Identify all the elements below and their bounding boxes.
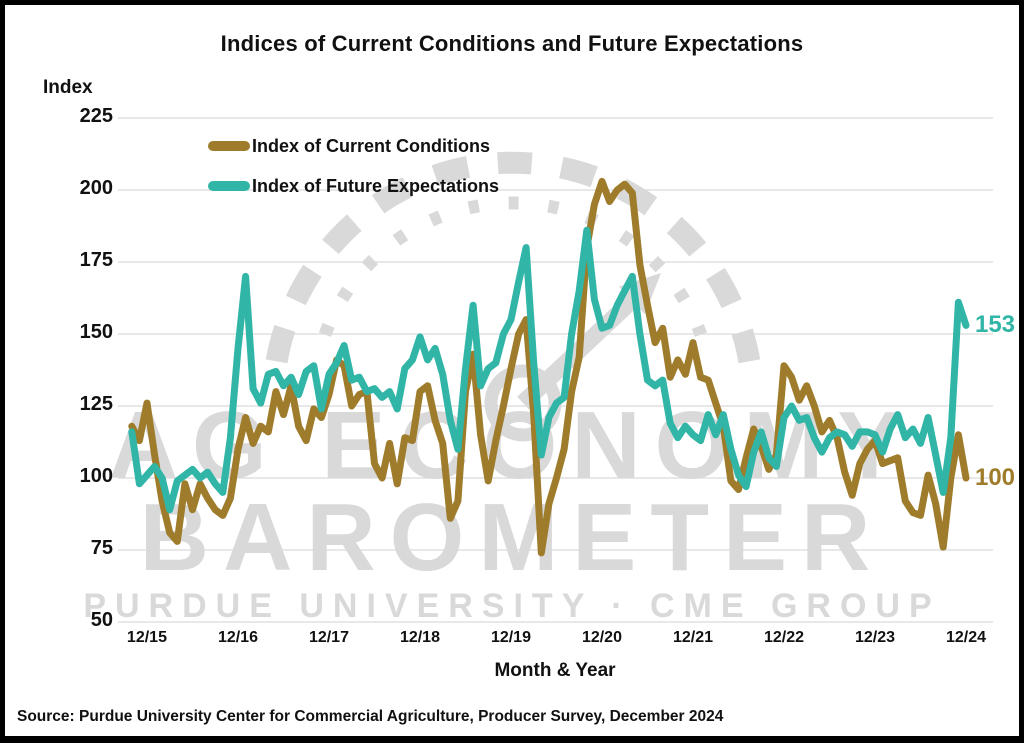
y-tick-label: 75 xyxy=(90,537,113,559)
current-conditions-end-value: 100 xyxy=(974,464,1016,491)
x-tick-label: 12/17 xyxy=(308,629,349,646)
x-axis-title: Month & Year xyxy=(494,660,616,681)
watermark-purdue-cme: PURDUE UNIVERSITY · CME GROUP xyxy=(83,587,941,625)
watermark-barometer: BAROMETER xyxy=(139,484,885,591)
y-tick-label: 100 xyxy=(79,465,113,487)
x-tick-label: 12/21 xyxy=(672,629,713,646)
x-tick-label: 12/18 xyxy=(399,629,440,646)
current-conditions-swatch-icon xyxy=(208,141,250,151)
x-tick-label: 12/19 xyxy=(490,629,531,646)
future-expectations-end-value: 153 xyxy=(974,311,1016,339)
y-tick-label: 50 xyxy=(90,609,113,631)
x-tick-label: 12/15 xyxy=(126,629,167,646)
x-tick-label: 12/23 xyxy=(854,629,895,646)
chart-plot xyxy=(118,117,993,623)
y-tick-label: 125 xyxy=(79,393,113,415)
legend-item-future-expectations: Index of Future Expectations xyxy=(208,175,499,197)
legend-label-future-expectations: Index of Future Expectations xyxy=(252,175,500,196)
chart-title: Indices of Current Conditions and Future… xyxy=(220,31,804,56)
x-tick-label: 12/22 xyxy=(763,629,804,646)
future-expectations-swatch-icon xyxy=(208,181,250,191)
future-expectations-line xyxy=(128,226,970,514)
legend: Index of Current Conditions Index of Fut… xyxy=(208,135,499,215)
x-tick-label: 12/24 xyxy=(945,629,986,646)
y-tick-label: 150 xyxy=(79,321,113,343)
y-tick-label: 175 xyxy=(79,249,113,271)
legend-item-current-conditions: Index of Current Conditions xyxy=(208,135,499,157)
y-axis-title: Index xyxy=(43,77,93,98)
current-conditions-line xyxy=(128,177,970,557)
source-caption: Source: Purdue University Center for Com… xyxy=(17,708,724,725)
x-tick-label: 12/20 xyxy=(581,629,622,646)
y-tick-label: 200 xyxy=(79,177,113,199)
x-tick-label: 12/16 xyxy=(217,629,258,646)
legend-label-current-conditions: Index of Current Conditions xyxy=(252,135,490,156)
y-tick-label: 225 xyxy=(79,105,113,127)
